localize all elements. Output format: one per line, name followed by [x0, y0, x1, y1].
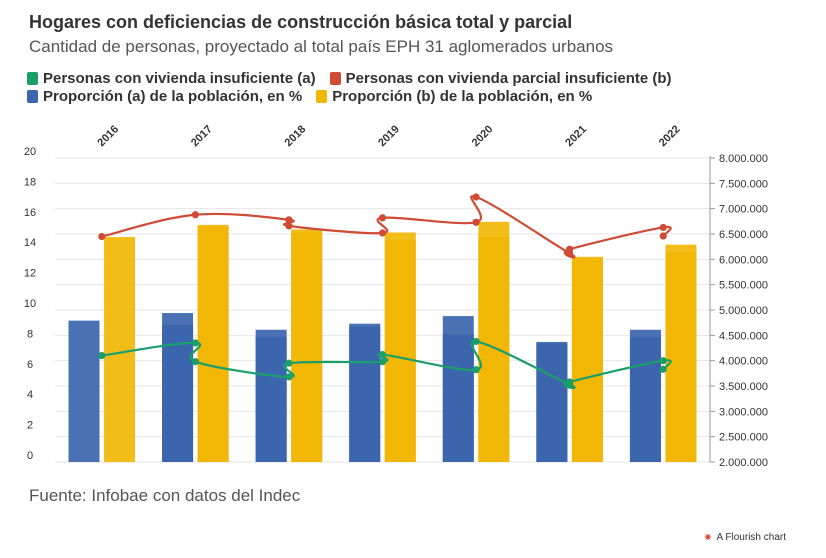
legend-swatch-a-line [27, 71, 38, 85]
right-axis-tick-label: 4.000.000 [719, 356, 768, 368]
flourish-logo-icon: ✷ [703, 532, 713, 544]
series-point [98, 232, 106, 241]
legend-label: Personas con vivienda parcial insuficien… [345, 69, 672, 87]
bar [104, 237, 136, 462]
chart-plot: 2.000.000 2.500.000 3.000.000 3.500.000 4.00… [24, 123, 768, 469]
left-axis-tick-label: 4 [27, 389, 33, 401]
legend-swatch-a-bar [27, 89, 38, 103]
bar-segment [384, 240, 416, 462]
chart-title: Hogares con deficiencias de construcción… [29, 12, 573, 32]
right-axis-tick-label: 4.500.000 [719, 330, 768, 342]
series-point [98, 352, 106, 360]
bar-segment [478, 237, 510, 462]
bar-segment [442, 334, 474, 462]
chart-subtitle: Cantidad de personas, proyectado al tota… [29, 37, 614, 56]
series-point [285, 359, 293, 367]
series-point [566, 378, 574, 386]
left-axis-tick-label: 8 [27, 328, 33, 340]
series-point [472, 366, 480, 374]
right-axis-tick-label: 7.500.000 [719, 178, 768, 190]
x-axis-tick-label: 2016 [95, 123, 121, 149]
left-axis-tick-label: 14 [24, 237, 36, 249]
legend-item-proporcion-b[interactable]: Proporción (b) de la población, en % [316, 88, 592, 105]
series-point [285, 222, 293, 230]
chart-source: Fuente: Infobae con datos del Indec [29, 486, 301, 505]
series-point [472, 193, 480, 201]
left-axis-tick-label: 12 [24, 268, 36, 280]
bar-segment [349, 326, 381, 462]
right-axis-tick-label: 6.000.000 [719, 254, 768, 266]
x-axis-tick-label: 2018 [283, 123, 309, 149]
bar-segment [665, 252, 697, 462]
right-axis-tick-label: 3.000.000 [719, 406, 768, 418]
legend-swatch-b-bar [316, 89, 328, 103]
series-point [566, 245, 574, 253]
bar-segment [629, 337, 661, 462]
series-point [472, 218, 480, 226]
right-axis-tick-label: 5.000.000 [719, 305, 768, 317]
legend-swatch-b-line [329, 71, 341, 85]
bar [68, 320, 100, 462]
bar-segment [291, 232, 323, 462]
right-axis-tick-label: 2.500.000 [719, 432, 768, 444]
bar-segment [255, 337, 287, 462]
bar-segment [162, 325, 194, 462]
series-point [659, 357, 667, 365]
right-axis-tick-label: 6.500.000 [719, 229, 768, 241]
series-point [472, 337, 480, 346]
legend-label: Proporción (b) de la población, en % [332, 87, 593, 105]
left-axis-tick-label: 20 [24, 146, 36, 158]
left-axis-tick-label: 16 [24, 207, 36, 219]
series-point [191, 339, 199, 347]
series-point [191, 358, 199, 366]
series-point [659, 232, 667, 240]
x-axis-tick-label: 2021 [563, 123, 589, 149]
left-axis-tick-label: 6 [27, 359, 33, 371]
legend-item-vivienda-parcial-insuficiente[interactable]: Personas con vivienda parcial insuficien… [329, 69, 672, 87]
legend-label: Personas con vivienda insuficiente (a) [43, 69, 316, 87]
series-point [285, 216, 293, 224]
legend-label: Proporción (a) de la población, en % [43, 87, 303, 105]
series-point [378, 350, 387, 359]
flourish-credit[interactable]: ✷ A Flourish chart [703, 531, 786, 544]
right-axis-tick-label: 5.500.000 [719, 280, 768, 292]
x-axis-tick-label: 2017 [189, 123, 215, 149]
credit-label: A Flourish chart [716, 532, 786, 543]
right-axis-tick-label: 7.000.000 [719, 204, 768, 216]
bar-segment [571, 258, 603, 462]
left-axis-tick-label: 0 [27, 450, 33, 462]
series-point [285, 373, 293, 381]
series-point [191, 211, 199, 219]
left-axis-tick-label: 2 [27, 420, 33, 432]
legend: Personas con vivienda insuficiente (a) P… [27, 69, 807, 105]
left-axis-tick-label: 10 [24, 298, 36, 310]
legend-item-vivienda-insuficiente[interactable]: Personas con vivienda insuficiente (a) [27, 70, 316, 87]
right-axis-tick-label: 3.500.000 [719, 381, 768, 393]
series-point [659, 365, 667, 373]
series-point [378, 214, 387, 222]
series-point [378, 358, 387, 366]
x-axis-tick-label: 2022 [657, 123, 683, 149]
bar-segment [536, 343, 568, 462]
right-axis-tick-label: 2.000.000 [719, 457, 768, 469]
legend-item-proporcion-a[interactable]: Proporción (a) de la población, en % [27, 88, 302, 105]
x-axis-tick-label: 2020 [470, 123, 496, 149]
series-point [378, 229, 387, 237]
left-axis-tick-label: 18 [24, 176, 36, 188]
series-point [659, 223, 667, 232]
right-axis-tick-label: 8.000.000 [719, 153, 768, 165]
x-axis-tick-label: 2019 [376, 123, 402, 149]
bar-segment [197, 226, 229, 462]
